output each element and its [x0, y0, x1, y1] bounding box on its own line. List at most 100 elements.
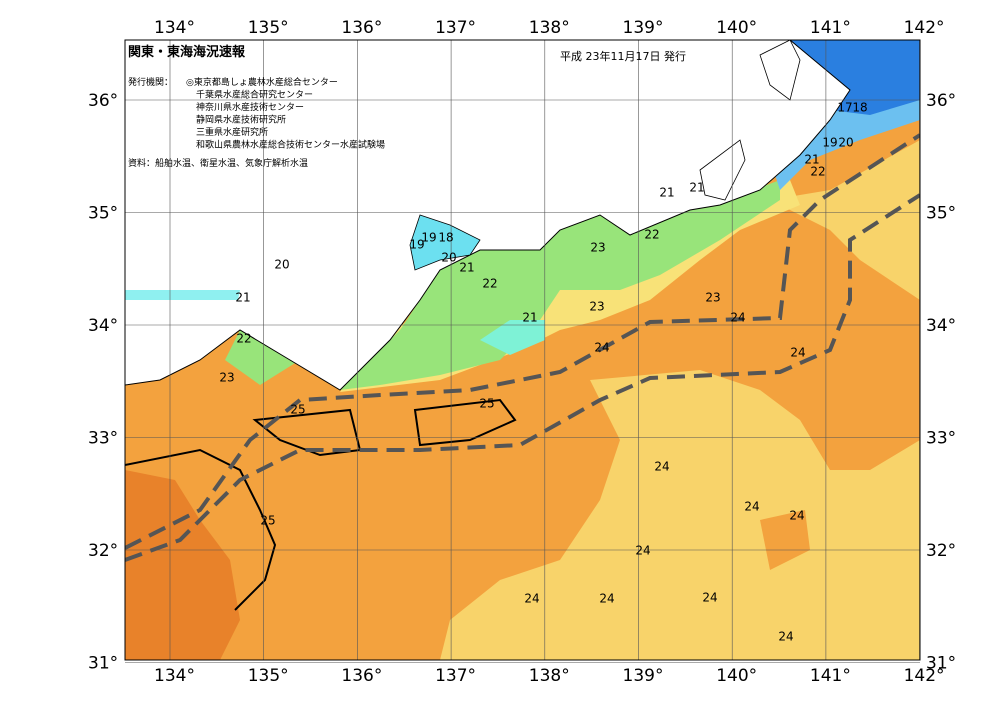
lon-label-bottom: 134°: [154, 666, 195, 686]
kuroshio-edge: [125, 193, 920, 562]
lon-label-bottom: 135°: [248, 666, 289, 686]
izu-peninsula: [699, 139, 746, 201]
contour-label: 18: [438, 231, 453, 245]
contour-label: 25: [290, 403, 305, 417]
lon-label-bottom: 140°: [716, 666, 757, 686]
lat-label-left: 32°: [88, 541, 118, 561]
contour-label: 21: [689, 181, 704, 195]
contour-label: 21: [804, 153, 819, 167]
contour-label: 22: [644, 228, 659, 242]
lon-label-bottom: 141°: [810, 666, 851, 686]
contour-label: 24: [730, 311, 745, 325]
contour-label: 23: [219, 371, 234, 385]
lon-label-bottom: 137°: [435, 666, 476, 686]
sources: 資料：船舶水温、衛星水温、気象庁解析水温: [128, 157, 308, 169]
contour-label: 24: [744, 500, 759, 514]
contour-label: 24: [789, 509, 804, 523]
sea-mild: [440, 370, 920, 660]
lat-label-left: 33°: [88, 429, 118, 449]
contour-label: 20: [274, 258, 289, 272]
lat-label-left: 31°: [88, 654, 118, 674]
lon-label-top: 135°: [248, 18, 289, 38]
issuer-list: ◎東京都島しょ農林水産総合センター千葉県水産総合研究センター神奈川県水産技術セン…: [186, 76, 385, 151]
land: [125, 40, 851, 391]
lat-label-right: 34°: [926, 316, 956, 336]
contour-label: 18: [852, 101, 867, 115]
contour-label: 24: [702, 591, 717, 605]
kii-channel: [125, 290, 240, 300]
lon-label-top: 142°: [904, 18, 945, 38]
contour-label: 19: [409, 238, 424, 252]
contour-label: 19: [421, 231, 436, 245]
lon-label-top: 139°: [623, 18, 664, 38]
contour-label: 25: [479, 397, 494, 411]
lat-label-left: 34°: [88, 316, 118, 336]
map-frame: [124, 39, 921, 661]
lon-label-bottom: 138°: [529, 666, 570, 686]
issuer: ◎東京都島しょ農林水産総合センター: [186, 76, 338, 88]
contour-label: 24: [790, 346, 805, 360]
date: 平成 23年11月17日 発行: [560, 49, 686, 63]
contour-label: 17: [837, 101, 852, 115]
sea-cyan: [480, 320, 545, 355]
lon-label-top: 140°: [716, 18, 757, 38]
contour-label: 21: [459, 261, 474, 275]
lat-label-left: 35°: [88, 204, 118, 224]
contour-label: 23: [590, 241, 605, 255]
contour-25: [125, 448, 277, 611]
contour-label: 22: [810, 165, 825, 179]
lat-label-left: 36°: [88, 91, 118, 111]
contour-label: 23: [589, 300, 604, 314]
lon-label-top: 141°: [810, 18, 851, 38]
title: 関東・東海海況速報: [128, 44, 246, 60]
sea-warm: [760, 510, 810, 570]
contour-label: 22: [482, 277, 497, 291]
lat-label-right: 35°: [926, 204, 956, 224]
contour-label: 20: [441, 251, 456, 265]
issuer: 和歌山県農林水産総合技術センター水産試験場: [196, 139, 385, 151]
contour-label: 21: [235, 291, 250, 305]
contour-label: 24: [635, 544, 650, 558]
lon-label-bottom: 139°: [623, 666, 664, 686]
lon-label-top: 137°: [435, 18, 476, 38]
issuer-label: 発行機関：: [128, 76, 173, 88]
lon-label-top: 136°: [341, 18, 382, 38]
ise-bay: [409, 214, 481, 271]
lon-label-bottom: 136°: [341, 666, 382, 686]
lat-label-right: 36°: [926, 91, 956, 111]
sea-hot: [125, 470, 240, 660]
contour-label: 24: [654, 460, 669, 474]
contour-label: 23: [705, 291, 720, 305]
contour-label: 24: [594, 341, 609, 355]
contour-label: 25: [260, 514, 275, 528]
contour-25: [252, 408, 362, 457]
kuroshio-axis: [125, 133, 920, 550]
sea-mild: [770, 140, 920, 300]
contour-label: 21: [522, 311, 537, 325]
contour-label: 24: [524, 592, 539, 606]
lon-label-top: 138°: [529, 18, 570, 38]
issuer: 静岡県水産技術研究所: [196, 114, 286, 126]
issuer: 三重県水産研究所: [196, 126, 268, 138]
lon-label-bottom: 142°: [904, 666, 945, 686]
contour-label: 22: [236, 332, 251, 346]
graticule: 134° 134° 135° 135° 136° 136° 137° 137° 138° 138°…: [88, 18, 956, 686]
issuer: 神奈川県水産技術センター: [196, 101, 304, 113]
lat-label-right: 32°: [926, 541, 956, 561]
contour-25: [413, 398, 517, 447]
lon-label-top: 134°: [154, 18, 195, 38]
issuer: 千葉県水産総合研究センター: [196, 89, 313, 101]
contour-label: 21: [659, 186, 674, 200]
sea-temperature: [125, 40, 920, 660]
lat-label-right: 31°: [926, 654, 956, 674]
sea-green: [340, 180, 780, 390]
lat-label-right: 33°: [926, 429, 956, 449]
contour-label: 20: [838, 136, 853, 150]
land: [759, 40, 801, 101]
contour-label: 19: [822, 136, 837, 150]
contour-label: 24: [778, 630, 793, 644]
contour-label: 24: [599, 592, 614, 606]
